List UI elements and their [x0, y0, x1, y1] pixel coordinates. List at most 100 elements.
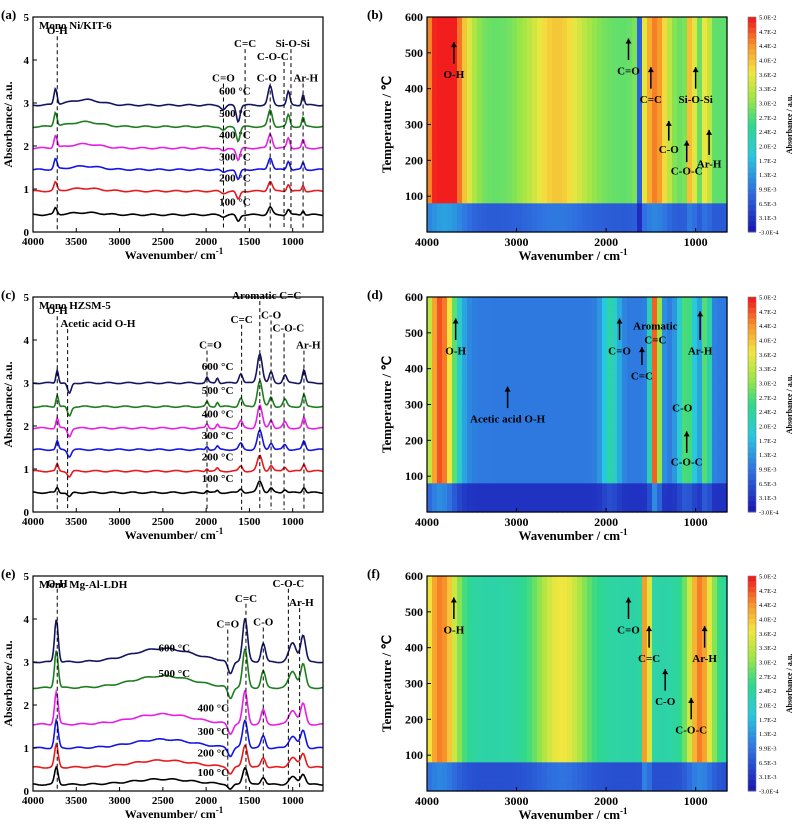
- heatmap-cell: [522, 597, 528, 606]
- heatmap-cell: [687, 325, 693, 334]
- heatmap-cell: [717, 347, 723, 355]
- heatmap-cell: [482, 110, 488, 118]
- heatmap-cell: [562, 411, 568, 420]
- heatmap-cell: [562, 640, 568, 649]
- heatmap-cell: [707, 45, 713, 54]
- heatmap-cell: [667, 404, 673, 413]
- heatmap-cell: [712, 189, 718, 197]
- heatmap-cell: [432, 74, 438, 83]
- heatmap-cell: [592, 361, 598, 370]
- heatmap-cell: [577, 669, 583, 677]
- heatmap-cell: [562, 167, 568, 176]
- heatmap-cell: [437, 210, 443, 219]
- heatmap-cell: [507, 497, 513, 506]
- heatmap-cell: [632, 297, 638, 305]
- heatmap-cell: [672, 81, 678, 90]
- heatmap-cell: [657, 45, 663, 54]
- heatmap-cell: [602, 60, 608, 68]
- heatmap-cell: [677, 124, 683, 133]
- heatmap-cell: [572, 217, 578, 226]
- heatmap-cell: [677, 304, 683, 312]
- heatmap-cell: [542, 626, 548, 634]
- heatmap-cell: [557, 769, 563, 778]
- colorbar-tick-label: 1.3E-2: [759, 172, 777, 179]
- heatmap-cell: [682, 38, 688, 47]
- heatmap-cell: [522, 375, 528, 384]
- heatmap-cell: [437, 433, 443, 441]
- heatmap-cell: [722, 318, 728, 327]
- heatmap-cell: [512, 426, 518, 434]
- heatmap-cell: [567, 426, 573, 434]
- heatmap-cell: [477, 783, 483, 792]
- y-tick-label: 500: [405, 46, 423, 60]
- heatmap-cell: [462, 597, 468, 606]
- heatmap-cell: [517, 354, 523, 363]
- heatmap-cell: [537, 153, 543, 161]
- heatmap-cell: [567, 604, 573, 613]
- heatmap-cell: [542, 676, 548, 685]
- annotation-label: C-O-C: [671, 456, 703, 468]
- colorbar-tick-label: 3.3E-2: [759, 366, 777, 373]
- heatmap-cell: [712, 304, 718, 312]
- heatmap-cell: [547, 203, 553, 212]
- heatmap-cell: [502, 390, 508, 398]
- heatmap-cell: [497, 361, 503, 370]
- heatmap-cell: [492, 433, 498, 441]
- heatmap-cell: [477, 504, 483, 513]
- heatmap-cell: [427, 340, 433, 348]
- heatmap-cell: [457, 368, 463, 377]
- heatmap-cell: [652, 103, 658, 111]
- heatmap-cell: [517, 340, 523, 348]
- panel-title: Mono Mg-Al-LDH: [39, 579, 128, 591]
- heatmap-cell: [692, 74, 698, 83]
- heatmap-cell: [507, 404, 513, 413]
- colorbar-segment: [748, 469, 756, 475]
- heatmap-cell: [452, 397, 458, 406]
- heatmap-cell: [662, 103, 668, 111]
- heatmap-cell: [452, 45, 458, 54]
- heatmap-cell: [557, 597, 563, 606]
- heatmap-cell: [712, 404, 718, 413]
- heatmap-cell: [487, 590, 493, 599]
- heatmap-cell: [552, 224, 558, 233]
- heatmap-cell: [432, 332, 438, 341]
- heatmap-cell: [552, 497, 558, 506]
- heatmap-cell: [547, 697, 553, 706]
- heatmap-cell: [647, 304, 653, 312]
- heatmap-cell: [452, 297, 458, 305]
- heatmap-cell: [647, 347, 653, 355]
- colorbar-segment: [748, 350, 756, 357]
- heatmap-cell: [552, 174, 558, 183]
- heatmap-cell: [612, 153, 618, 161]
- heatmap-cell: [522, 783, 528, 792]
- heatmap-cell: [437, 583, 443, 591]
- heatmap-cell: [717, 160, 723, 169]
- heatmap-cell: [577, 117, 583, 126]
- heatmap-cell: [712, 196, 718, 204]
- heatmap-cell: [657, 347, 663, 355]
- heatmap-cell: [687, 411, 693, 420]
- heatmap-cell: [567, 662, 573, 670]
- heatmap-cell: [627, 469, 633, 477]
- heatmap-cell: [492, 733, 498, 742]
- heatmap-cell: [507, 17, 513, 25]
- heatmap-cell: [472, 325, 478, 334]
- heatmap-cell: [697, 397, 703, 406]
- heatmap-cell: [532, 469, 538, 477]
- heatmap-cell: [562, 597, 568, 606]
- heatmap-cell: [487, 705, 493, 713]
- heatmap-cell: [632, 124, 638, 133]
- heatmap-cell: [452, 433, 458, 441]
- heatmap-cell: [497, 619, 503, 627]
- heatmap-cell: [692, 167, 698, 176]
- heatmap-cell: [522, 217, 528, 226]
- heatmap-cell: [517, 669, 523, 677]
- colorbar-segment: [748, 189, 756, 195]
- heatmap-cell: [572, 611, 578, 620]
- heatmap-cell: [552, 469, 558, 477]
- heatmap-cell: [562, 17, 568, 25]
- heatmap-cell: [442, 583, 448, 591]
- heatmap-cell: [717, 167, 723, 176]
- heatmap-cell: [547, 160, 553, 169]
